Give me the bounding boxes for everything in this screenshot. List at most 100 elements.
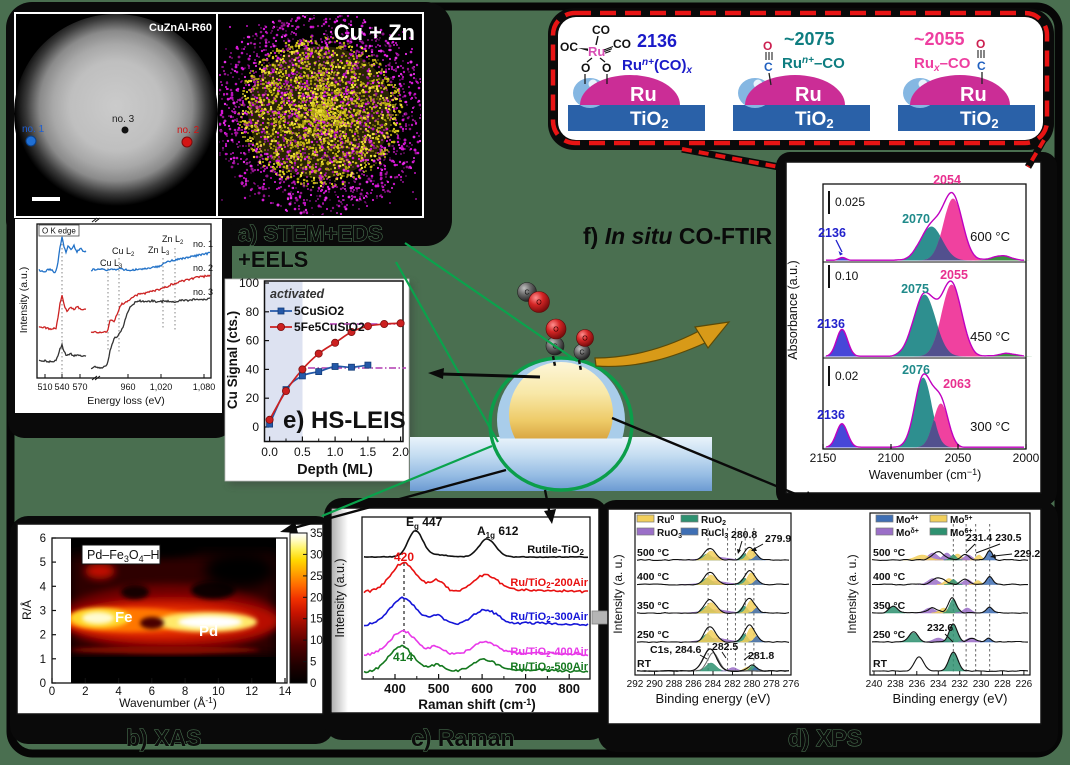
svg-text:292: 292	[627, 679, 644, 690]
svg-text:0: 0	[252, 420, 259, 434]
svg-text:25: 25	[310, 571, 323, 583]
svg-text:C: C	[977, 59, 986, 73]
svg-text:Zn L2: Zn L2	[162, 234, 184, 246]
svg-text:2076: 2076	[902, 363, 930, 377]
svg-text:no. 3: no. 3	[193, 287, 213, 297]
svg-text:600: 600	[471, 681, 493, 696]
svg-text:CO: CO	[613, 37, 631, 51]
svg-text:Ru: Ru	[795, 84, 822, 106]
svg-text:14: 14	[279, 686, 292, 698]
svg-text:~2075: ~2075	[784, 29, 835, 49]
svg-text:Raman shift (cm-1): Raman shift (cm-1)	[418, 697, 536, 712]
svg-text:no. 1: no. 1	[22, 124, 45, 135]
svg-text:e) HS-LEIS: e) HS-LEIS	[283, 407, 406, 434]
svg-text:400 °C: 400 °C	[637, 571, 670, 583]
svg-text:282: 282	[724, 679, 741, 690]
svg-text:Wavenumber (cm−1): Wavenumber (cm−1)	[869, 467, 982, 482]
svg-text:2136: 2136	[817, 317, 845, 331]
svg-text:234: 234	[930, 679, 947, 690]
svg-text:2100: 2100	[878, 451, 905, 465]
svg-text:6: 6	[149, 686, 155, 698]
svg-text:2063: 2063	[943, 377, 971, 391]
svg-text:240: 240	[866, 679, 883, 690]
svg-text:Wavenumber (Å-1): Wavenumber (Å-1)	[119, 695, 217, 710]
svg-text:232.6: 232.6	[927, 622, 953, 634]
svg-text:286: 286	[685, 679, 702, 690]
svg-text:Ru/TiO2-400Air: Ru/TiO2-400Air	[510, 646, 588, 659]
svg-text:Run+(CO)x: Run+(CO)x	[622, 57, 692, 76]
svg-text:Fe: Fe	[115, 609, 133, 626]
svg-text:Energy loss (eV): Energy loss (eV)	[87, 395, 165, 407]
svg-text:C: C	[579, 350, 584, 357]
svg-text:activated: activated	[270, 287, 325, 301]
svg-text:0: 0	[310, 678, 316, 690]
svg-text:414: 414	[393, 650, 413, 664]
svg-text:0.025: 0.025	[835, 195, 865, 209]
svg-text:450 °C: 450 °C	[970, 329, 1010, 344]
svg-text:OC: OC	[560, 40, 578, 54]
svg-text:229.2: 229.2	[1014, 548, 1040, 560]
svg-text:1.5: 1.5	[360, 445, 377, 459]
svg-text:2050: 2050	[945, 451, 972, 465]
svg-text:2150: 2150	[810, 451, 837, 465]
svg-text:80: 80	[246, 305, 260, 319]
svg-text:4: 4	[115, 686, 122, 698]
svg-text:O: O	[581, 61, 590, 75]
svg-text:0: 0	[49, 686, 55, 698]
svg-text:Mo6+: Mo6+	[950, 528, 972, 539]
svg-text:400: 400	[384, 681, 406, 696]
svg-text:TiO2: TiO2	[960, 109, 999, 131]
svg-text:b) XAS: b) XAS	[126, 725, 201, 751]
svg-text:Ru0: Ru0	[657, 515, 674, 526]
svg-text:230: 230	[973, 679, 990, 690]
svg-text:Intensity (a. u.): Intensity (a. u.)	[845, 554, 859, 633]
svg-text:2.0: 2.0	[392, 445, 409, 459]
svg-text:570: 570	[72, 382, 87, 392]
svg-text:20: 20	[246, 391, 260, 405]
svg-text:no. 2: no. 2	[177, 125, 200, 136]
svg-text:232: 232	[951, 679, 968, 690]
svg-text:280: 280	[744, 679, 761, 690]
svg-text:Ru: Ru	[588, 44, 605, 59]
svg-text:15: 15	[310, 614, 323, 626]
svg-text:2054: 2054	[933, 173, 961, 187]
svg-text:10: 10	[310, 635, 323, 647]
svg-text:1,020: 1,020	[150, 382, 173, 392]
svg-text:2055: 2055	[940, 268, 968, 282]
svg-text:238: 238	[887, 679, 904, 690]
svg-text:Binding energy (eV): Binding energy (eV)	[893, 691, 1008, 706]
svg-text:300 °C: 300 °C	[970, 419, 1010, 434]
svg-text:290: 290	[646, 679, 663, 690]
svg-text:Cu + Zn: Cu + Zn	[334, 20, 415, 45]
svg-text:281.8: 281.8	[748, 650, 774, 662]
svg-text:4: 4	[40, 581, 47, 593]
svg-text:500 °C: 500 °C	[637, 547, 670, 559]
svg-text:279.9: 279.9	[765, 533, 791, 545]
svg-text:2136: 2136	[818, 226, 846, 240]
svg-text:a) STEM+EDS: a) STEM+EDS	[238, 221, 383, 246]
svg-text:Ru/TiO2-200Air: Ru/TiO2-200Air	[510, 577, 588, 590]
svg-text:0.5: 0.5	[294, 445, 311, 459]
svg-text:d) XPS: d) XPS	[788, 725, 862, 751]
svg-text:0: 0	[40, 678, 46, 690]
svg-text:Zn L3: Zn L3	[148, 245, 170, 257]
svg-text:2136: 2136	[817, 408, 845, 422]
svg-text:0.02: 0.02	[835, 369, 859, 383]
svg-text:Intensity (a.u.): Intensity (a.u.)	[333, 558, 347, 637]
svg-text:Moδ+: Moδ+	[896, 528, 919, 539]
svg-text:8: 8	[182, 686, 188, 698]
svg-text:3: 3	[40, 606, 46, 618]
svg-text:500: 500	[428, 681, 450, 696]
svg-text:510: 510	[37, 382, 52, 392]
svg-text:R/Å: R/Å	[19, 600, 34, 620]
svg-text:12: 12	[245, 686, 258, 698]
svg-text:350 °C: 350 °C	[873, 600, 906, 612]
svg-text:C1s, 284.6: C1s, 284.6	[650, 644, 702, 656]
svg-text:O: O	[536, 300, 542, 307]
svg-text:Rutile-TiO2: Rutile-TiO2	[527, 544, 584, 557]
svg-text:284: 284	[705, 679, 722, 690]
svg-text:O: O	[976, 37, 985, 51]
svg-text:2075: 2075	[901, 282, 929, 296]
svg-text:Pd–Fe3O4–H: Pd–Fe3O4–H	[87, 548, 160, 564]
svg-text:800: 800	[558, 681, 580, 696]
